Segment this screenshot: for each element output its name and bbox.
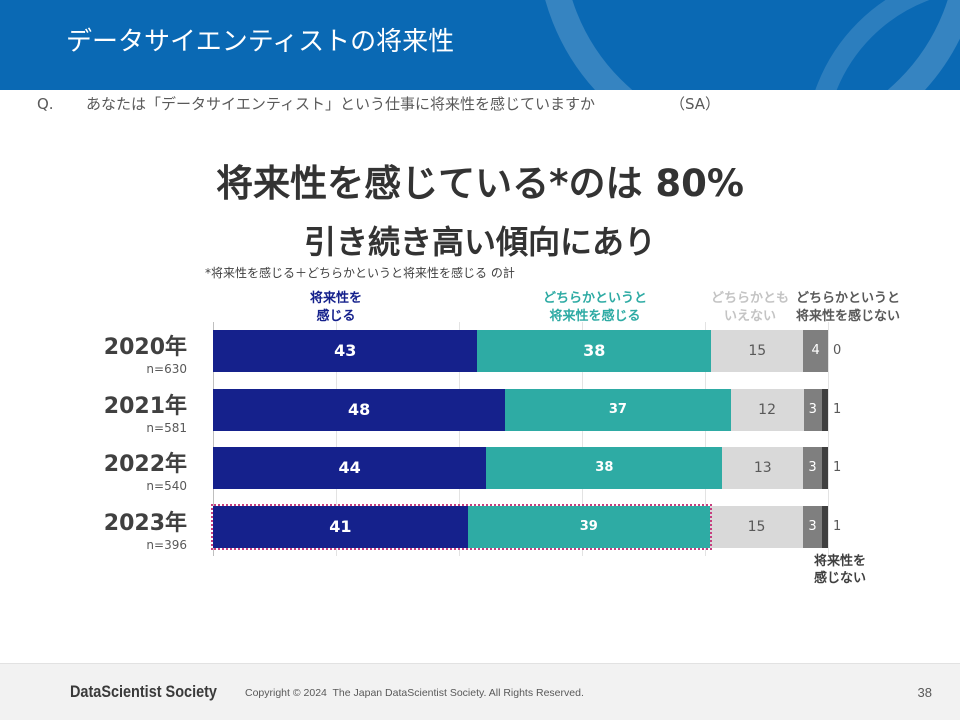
footer: DataScientist Society Copyright © 2024 T…: [0, 663, 960, 720]
data-label: 41: [329, 517, 352, 537]
legend-label: どちらかというと 将来性を感じる: [542, 291, 647, 324]
data-label: 43: [334, 341, 357, 360]
data-label: 1: [833, 401, 842, 417]
stacked-bar-chart: 将来性を 感じる どちらかというと 将来性を感じる どちらかとも いえない どちらかと…: [0, 285, 960, 590]
gridline: [828, 322, 829, 556]
bar-segment: [467, 506, 710, 549]
category-label: 2023年: [103, 511, 187, 537]
bar-segment: [213, 447, 487, 490]
chart-footnote: *将来性を感じる＋どちらかというと将来性を感じる の計: [205, 266, 515, 280]
category-label: 2021年: [103, 393, 187, 419]
question-type: （SA）: [670, 95, 721, 113]
bar-segment: [709, 506, 804, 549]
bar-segment: [486, 447, 723, 490]
bar-segment: [213, 506, 468, 549]
header-band: データサイエンティストの将来性: [0, 0, 960, 90]
data-label: 38: [583, 341, 606, 360]
category-label: 2022年: [103, 452, 187, 478]
society-logo: DataScientist Society: [70, 682, 217, 701]
bar-segment: [803, 447, 822, 490]
bar-segment: [821, 506, 828, 549]
bar-segment: [803, 330, 828, 372]
chart-headline: 将来性を感じている*のは 80%: [216, 162, 744, 205]
y-axis-line: [213, 322, 214, 556]
copyright-text: Copyright © 2024 The Japan DataScientist…: [245, 687, 584, 699]
data-label: 1: [833, 460, 842, 476]
survey-question: Q. あなたは「データサイエンティスト」という仕事に将来性を感じていますか （S…: [37, 94, 737, 114]
data-label: 15: [747, 519, 766, 536]
data-label: 15: [748, 343, 767, 359]
page-number: 38: [917, 685, 932, 700]
bar-segment: [213, 388, 506, 431]
data-label: 44: [338, 458, 361, 478]
data-label: 1: [833, 519, 842, 535]
sample-size-label: n=630: [146, 362, 187, 376]
sample-size-label: n=540: [146, 479, 187, 494]
sample-size-label: n=581: [146, 420, 187, 435]
data-label: 3: [808, 401, 817, 417]
gridline: [582, 322, 583, 556]
bar-segment: [803, 388, 822, 431]
gridline: [705, 322, 706, 556]
legend-label: 将来性を 感じる: [309, 291, 362, 324]
data-label: 3: [808, 460, 817, 476]
data-label: 0: [833, 343, 842, 358]
bar-segment: [711, 330, 804, 372]
slide-title: データサイエンティストの将来性: [66, 27, 455, 57]
bar-segment: [722, 447, 804, 490]
bar-segment: [821, 388, 828, 431]
bar-segment: [213, 330, 478, 372]
bar-segment: [821, 447, 828, 490]
data-label: 39: [579, 519, 598, 535]
data-label: 38: [595, 460, 614, 476]
bar-segment: [803, 506, 822, 549]
category-label: 2020年: [103, 335, 187, 360]
legend-label: どちらかというと 将来性を感じない: [795, 291, 900, 324]
bar-segment: [505, 388, 731, 431]
question-text: あなたは「データサイエンティスト」という仕事に将来性を感じていますか: [86, 95, 595, 113]
gridline: [459, 322, 460, 556]
data-label: 4: [811, 343, 820, 358]
data-label: 12: [758, 401, 776, 418]
sample-size-label: n=396: [146, 538, 187, 553]
legend-label: 将来性を 感じない: [813, 554, 866, 586]
legend-label: どちらかとも いえない: [710, 291, 789, 324]
data-label: 37: [608, 401, 627, 417]
latest-year-highlight: [211, 504, 712, 551]
gridline: [336, 322, 337, 556]
bar-segment: [730, 388, 804, 431]
bar-segment: [477, 330, 712, 372]
data-label: 48: [348, 399, 371, 419]
chart-subheadline: 引き続き高い傾向にあり: [303, 223, 656, 261]
data-label: 3: [808, 519, 817, 535]
data-label: 13: [753, 460, 772, 477]
question-label: Q.: [37, 95, 54, 113]
